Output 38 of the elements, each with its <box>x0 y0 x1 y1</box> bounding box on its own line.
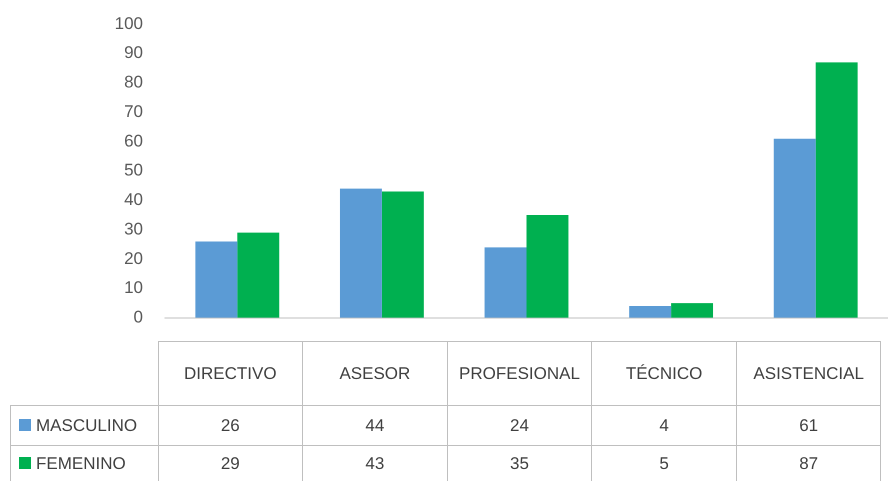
data-label: 87 <box>736 446 881 481</box>
data-label: 24 <box>447 406 592 446</box>
bar <box>340 188 382 318</box>
legend-label: MASCULINO <box>10 406 158 446</box>
data-label: 44 <box>302 406 448 446</box>
data-label: 29 <box>158 446 303 481</box>
y-tick-label: 0 <box>134 307 143 326</box>
bar <box>774 138 816 318</box>
y-tick-label: 10 <box>124 278 143 298</box>
bar <box>237 232 280 318</box>
y-tick-label: 40 <box>124 190 143 210</box>
bar <box>526 215 568 318</box>
legend-label: FEMENINO <box>10 446 158 481</box>
bar <box>195 241 238 318</box>
x-tick-label: ASESOR <box>302 342 448 406</box>
data-label: 4 <box>592 406 736 446</box>
y-tick-label: 30 <box>124 219 143 238</box>
data-label: 61 <box>736 406 881 446</box>
data-label: 26 <box>158 406 303 446</box>
y-tick-label: 80 <box>124 72 143 92</box>
x-tick-label: PROFESIONAL <box>447 342 592 406</box>
y-tick-label: 20 <box>124 248 143 268</box>
bar <box>816 62 858 318</box>
bar <box>382 192 424 318</box>
x-tick-label: DIRECTIVO <box>158 342 303 406</box>
x-tick-label: ASISTENCIAL <box>736 342 881 406</box>
data-label: 35 <box>447 446 592 481</box>
y-tick-label: 100 <box>114 14 143 33</box>
y-tick-label: 60 <box>124 131 143 150</box>
y-tick-label: 50 <box>124 160 143 180</box>
bar <box>671 303 714 318</box>
data-label: 5 <box>592 446 736 481</box>
y-tick-label: 90 <box>124 43 143 62</box>
x-tick-label: TÉCNICO <box>592 342 736 406</box>
bar <box>629 306 672 318</box>
bar <box>484 247 526 318</box>
y-tick-label: 70 <box>124 102 143 121</box>
data-label: 43 <box>302 446 448 481</box>
